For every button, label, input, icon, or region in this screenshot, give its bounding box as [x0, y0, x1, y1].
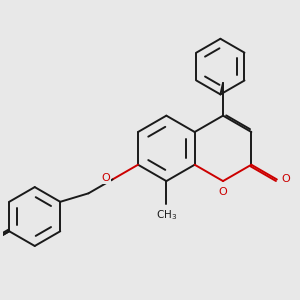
Text: O: O — [219, 187, 227, 197]
Text: O: O — [101, 173, 110, 183]
Text: CH$_3$: CH$_3$ — [156, 208, 177, 222]
Text: O: O — [282, 174, 290, 184]
